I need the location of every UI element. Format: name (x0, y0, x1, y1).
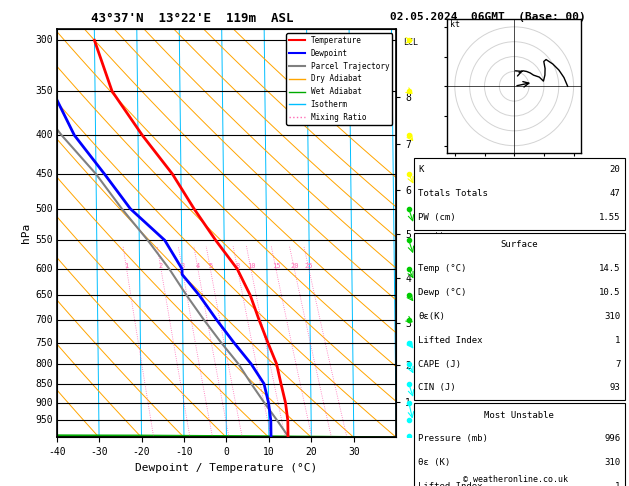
Text: 5: 5 (208, 263, 213, 269)
Text: Temp (°C): Temp (°C) (418, 264, 467, 273)
Text: 850: 850 (36, 379, 53, 389)
Text: 350: 350 (36, 86, 53, 96)
X-axis label: Dewpoint / Temperature (°C): Dewpoint / Temperature (°C) (135, 463, 318, 473)
Text: 14.5: 14.5 (599, 264, 620, 273)
Text: 950: 950 (36, 416, 53, 425)
Text: 300: 300 (36, 35, 53, 45)
Text: Pressure (mb): Pressure (mb) (418, 434, 488, 443)
Text: θε (K): θε (K) (418, 458, 450, 467)
Text: 400: 400 (36, 130, 53, 140)
Text: 310: 310 (604, 458, 620, 467)
Text: 7: 7 (615, 360, 620, 368)
Text: 500: 500 (36, 204, 53, 214)
Text: 15: 15 (272, 263, 280, 269)
Text: 600: 600 (36, 264, 53, 274)
Text: Lifted Index: Lifted Index (418, 482, 482, 486)
Text: Lifted Index: Lifted Index (418, 336, 482, 345)
Text: 550: 550 (36, 235, 53, 245)
Text: Most Unstable: Most Unstable (484, 411, 554, 419)
Legend: Temperature, Dewpoint, Parcel Trajectory, Dry Adiabat, Wet Adiabat, Isotherm, Mi: Temperature, Dewpoint, Parcel Trajectory… (286, 33, 392, 125)
Text: Totals Totals: Totals Totals (418, 189, 488, 198)
Text: 4: 4 (196, 263, 200, 269)
Text: 800: 800 (36, 359, 53, 369)
Text: 310: 310 (604, 312, 620, 321)
Text: 1: 1 (615, 336, 620, 345)
Text: Mixing Ratio (g/kg): Mixing Ratio (g/kg) (435, 177, 445, 289)
Text: hPa: hPa (21, 223, 31, 243)
Text: 47: 47 (610, 189, 620, 198)
Text: 20: 20 (290, 263, 299, 269)
Text: PW (cm): PW (cm) (418, 213, 456, 222)
Text: 1.55: 1.55 (599, 213, 620, 222)
Text: 3: 3 (180, 263, 184, 269)
Text: 1: 1 (615, 482, 620, 486)
Text: 1: 1 (125, 263, 129, 269)
Text: 750: 750 (36, 337, 53, 347)
Text: Dewp (°C): Dewp (°C) (418, 288, 467, 297)
Text: CIN (J): CIN (J) (418, 383, 456, 392)
Text: 25: 25 (304, 263, 313, 269)
Text: 700: 700 (36, 315, 53, 325)
Text: 10: 10 (247, 263, 255, 269)
Text: © weatheronline.co.uk: © weatheronline.co.uk (464, 474, 568, 484)
Text: 650: 650 (36, 290, 53, 300)
Text: 20: 20 (610, 165, 620, 174)
Bar (414, 403, 625, 486)
Text: CAPE (J): CAPE (J) (418, 360, 461, 368)
Text: 450: 450 (36, 169, 53, 179)
Text: θε(K): θε(K) (418, 312, 445, 321)
Text: 93: 93 (610, 383, 620, 392)
Text: 996: 996 (604, 434, 620, 443)
Text: 43°37'N  13°22'E  119m  ASL: 43°37'N 13°22'E 119m ASL (91, 12, 293, 25)
Bar (414, 158, 625, 229)
Text: 2: 2 (159, 263, 163, 269)
Text: 02.05.2024  06GMT  (Base: 00): 02.05.2024 06GMT (Base: 00) (389, 12, 586, 22)
Text: 10.5: 10.5 (599, 288, 620, 297)
Bar (414, 233, 625, 400)
Text: 8: 8 (235, 263, 240, 269)
Text: kt: kt (450, 20, 460, 29)
Text: K: K (418, 165, 423, 174)
Text: 900: 900 (36, 398, 53, 408)
Text: Surface: Surface (501, 240, 538, 249)
Text: LCL: LCL (403, 38, 418, 47)
